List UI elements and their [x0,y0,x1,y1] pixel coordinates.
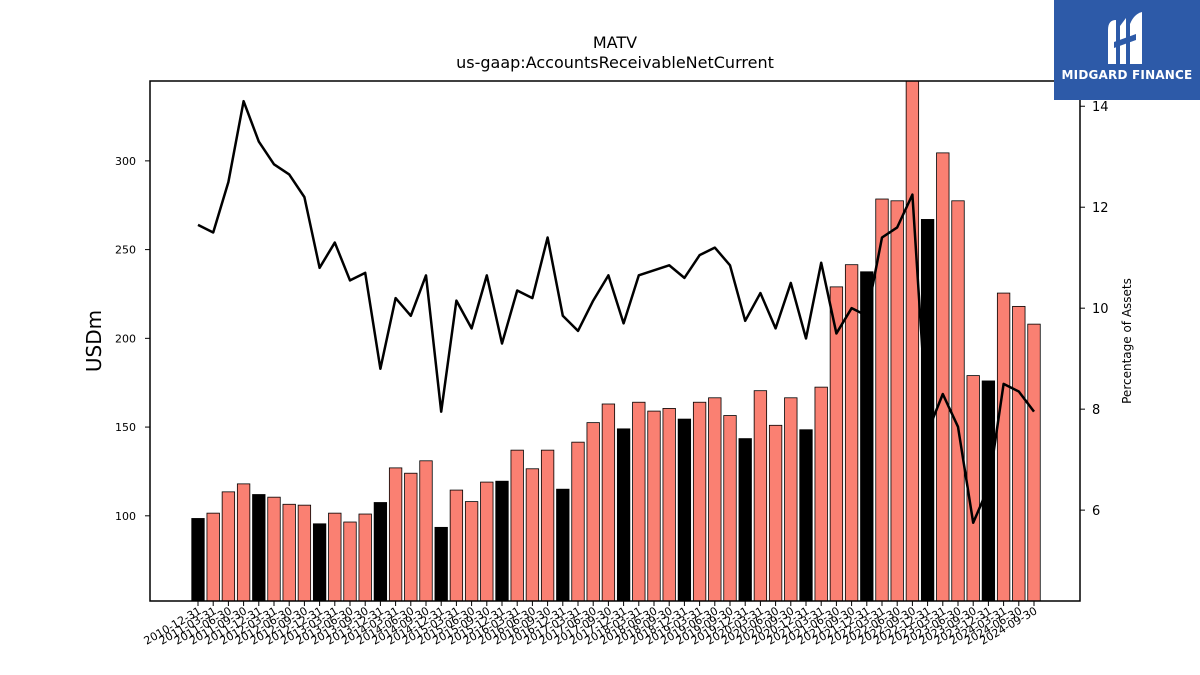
bar-2022-06-30 [890,200,904,602]
bar-2012-12-31 [312,523,327,602]
bar-2012-03-31 [267,496,281,602]
plot-frame [149,80,1081,602]
bar-2024-03-31 [996,292,1011,602]
bar-2018-06-30 [647,410,661,602]
bar-2011-12-31 [252,494,266,602]
bar-2014-06-30 [404,472,418,602]
axes-layer: 100150200250300681012142010-12-312011-03… [115,100,1109,647]
bar-2019-12-31 [738,438,752,602]
bar-2016-12-31 [556,488,570,602]
bar-2021-03-31 [814,386,828,602]
bar-2016-06-30 [525,468,540,602]
logo-text: MIDGARD FINANCE [1061,68,1193,82]
bar-2019-06-30 [708,397,722,602]
bar-2014-12-31 [434,526,448,602]
bar-2015-03-31 [449,489,464,602]
bar-2024-09-30 [1027,323,1041,602]
bar-2023-12-31 [981,380,996,602]
y2-tick-label: 14 [1092,100,1109,115]
bars-layer [191,80,1041,602]
bar-2019-09-30 [723,415,737,602]
bar-2017-03-31 [571,441,585,602]
bar-2020-09-30 [784,397,798,602]
y-axis-label: USDm [82,310,106,372]
bar-2010-12-31 [191,518,205,602]
bar-2011-09-30 [236,483,251,602]
bar-2022-09-30 [905,80,920,602]
bar-2015-06-30 [464,501,479,602]
bar-2012-09-30 [297,504,312,602]
bar-2013-06-30 [343,521,357,602]
bar-2016-09-30 [540,449,555,602]
bar-2013-03-31 [328,512,342,602]
bar-2021-12-31 [860,271,874,602]
bar-2020-12-31 [799,429,813,602]
bar-2023-03-31 [936,152,950,602]
bar-2020-03-31 [753,390,768,602]
y-tick-label: 200 [115,332,136,345]
bar-2018-03-31 [632,401,646,602]
y2-axis-label: Percentage of Assets [1120,278,1134,404]
y-tick-label: 100 [115,510,136,523]
bar-2023-06-30 [951,200,965,602]
bar-2019-03-31 [692,401,707,602]
pct-assets-line [197,99,1035,524]
y2-tick-label: 12 [1092,201,1109,216]
bar-2011-03-31 [206,512,220,602]
bar-2024-06-30 [1012,305,1026,602]
bar-2016-03-31 [510,449,524,602]
bar-2017-09-30 [601,403,616,602]
y2-tick-label: 10 [1092,302,1109,317]
bar-2020-06-30 [768,424,783,602]
bar-2022-12-31 [920,219,935,602]
y-tick-label: 250 [115,244,136,257]
bar-2015-12-31 [495,480,509,602]
bar-2014-09-30 [419,460,433,602]
line-layer [197,99,1035,524]
bar-2011-06-30 [221,491,236,602]
y2-tick-label: 8 [1092,403,1100,418]
bar-2018-12-31 [677,418,692,602]
bar-2014-03-31 [388,467,403,602]
chart-subtitle: us-gaap:AccountsReceivableNetCurrent [456,53,774,72]
midgard-logo-icon [1108,12,1142,64]
midgard-finance-logo: MIDGARD FINANCE [1054,0,1200,100]
bar-2013-12-31 [373,502,388,602]
bar-2017-12-31 [616,428,631,602]
bar-2018-09-30 [662,408,676,602]
bar-2012-06-30 [282,503,296,602]
bar-2017-06-30 [586,422,600,602]
y-tick-label: 300 [115,155,136,168]
bar-2015-09-30 [480,481,494,602]
y-tick-label: 150 [115,421,136,434]
y2-tick-label: 6 [1092,504,1100,519]
chart-title: MATV [593,33,637,52]
bar-2013-09-30 [358,513,372,602]
